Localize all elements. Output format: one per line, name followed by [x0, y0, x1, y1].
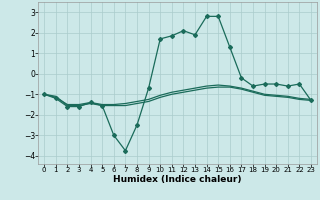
X-axis label: Humidex (Indice chaleur): Humidex (Indice chaleur) [113, 175, 242, 184]
